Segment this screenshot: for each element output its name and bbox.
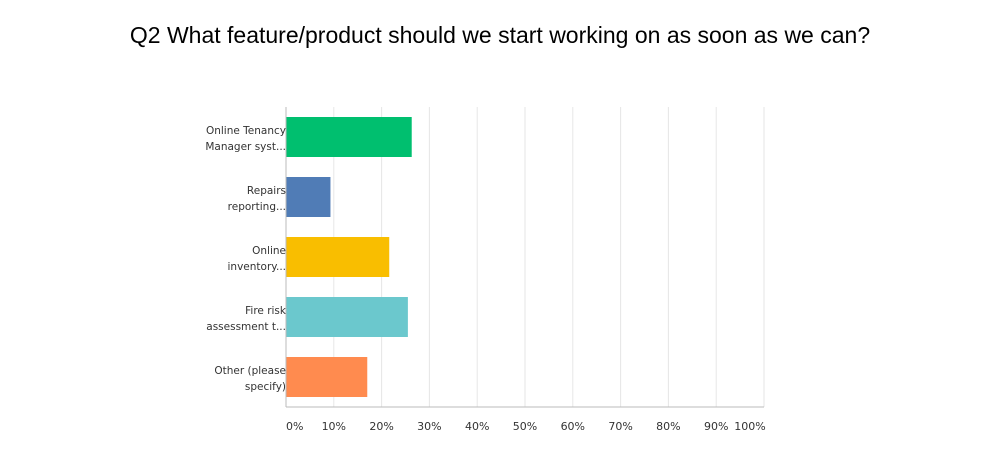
category-label-line: specify) bbox=[245, 381, 286, 393]
x-tick-label: 20% bbox=[369, 420, 393, 433]
bar[interactable] bbox=[286, 117, 412, 157]
category-label-line: Repairs bbox=[247, 185, 286, 197]
category-label-line: assessment t... bbox=[206, 321, 286, 333]
x-tick-label: 30% bbox=[417, 420, 441, 433]
x-tick-label: 60% bbox=[561, 420, 585, 433]
x-tick-labels: 0% 10% 20% 30% 40% 50% 60% 70% 80% 90% 100% bbox=[286, 420, 766, 433]
x-tick-label: 50% bbox=[513, 420, 537, 433]
category-label: Repairs reporting... bbox=[228, 185, 286, 213]
bar[interactable] bbox=[286, 177, 331, 217]
x-tick-label: 10% bbox=[322, 420, 346, 433]
x-tick-label: 100% bbox=[734, 420, 765, 433]
bar[interactable] bbox=[286, 357, 368, 397]
category-label-line: inventory... bbox=[228, 261, 287, 273]
category-label-line: Other (please bbox=[214, 365, 286, 377]
category-label-line: reporting... bbox=[228, 201, 286, 213]
bar[interactable] bbox=[286, 297, 408, 337]
axes bbox=[285, 107, 764, 408]
category-label-line: Fire risk bbox=[245, 305, 287, 317]
category-label: Online Tenancy Manager syst... bbox=[205, 125, 286, 153]
category-label: Online inventory... bbox=[228, 245, 287, 273]
bar[interactable] bbox=[286, 237, 390, 277]
category-labels: Online Tenancy Manager syst... Repairs repo… bbox=[205, 125, 287, 393]
x-tick-label: 80% bbox=[656, 420, 680, 433]
category-label: Fire risk assessment t... bbox=[206, 305, 287, 333]
category-label-line: Online bbox=[252, 245, 286, 257]
bars bbox=[286, 117, 412, 397]
x-tick-label: 70% bbox=[608, 420, 632, 433]
category-label-line: Online Tenancy bbox=[206, 125, 286, 137]
chart-title: Q2 What feature/product should we start … bbox=[129, 22, 871, 48]
category-label: Other (please specify) bbox=[214, 365, 286, 393]
x-tick-label: 40% bbox=[465, 420, 489, 433]
x-tick-label: 0% bbox=[286, 420, 303, 433]
category-label-line: Manager syst... bbox=[205, 141, 286, 153]
x-tick-label: 90% bbox=[704, 420, 728, 433]
